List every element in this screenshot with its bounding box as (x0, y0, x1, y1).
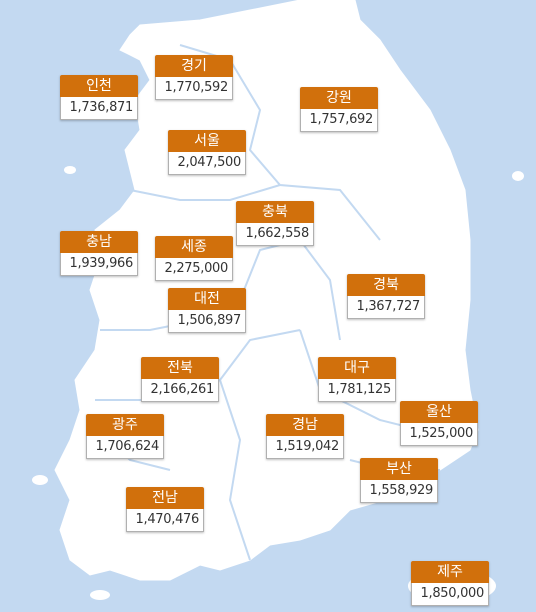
region-label: 대구 1,781,125 (318, 357, 396, 402)
region-value: 1,781,125 (318, 379, 396, 402)
island (90, 590, 110, 600)
region-name: 인천 (60, 75, 138, 97)
region-name: 전남 (126, 487, 204, 509)
region-name: 서울 (168, 130, 246, 152)
island (64, 166, 76, 174)
island (512, 171, 524, 181)
region-label: 대전 1,506,897 (168, 288, 246, 333)
region-name: 강원 (300, 87, 378, 109)
region-label: 강원 1,757,692 (300, 87, 378, 132)
region-name: 경남 (266, 414, 344, 436)
region-label: 전북 2,166,261 (141, 357, 219, 402)
region-name: 경북 (347, 274, 425, 296)
region-name: 대구 (318, 357, 396, 379)
region-value: 2,166,261 (141, 379, 219, 402)
region-value: 1,850,000 (411, 583, 489, 606)
region-label: 울산 1,525,000 (400, 401, 478, 446)
region-value: 1,558,929 (360, 480, 438, 503)
region-label: 인천 1,736,871 (60, 75, 138, 120)
region-label: 전남 1,470,476 (126, 487, 204, 532)
region-value: 1,525,000 (400, 423, 478, 446)
region-name: 부산 (360, 458, 438, 480)
region-value: 1,470,476 (126, 509, 204, 532)
region-value: 1,506,897 (168, 310, 246, 333)
region-label: 서울 2,047,500 (168, 130, 246, 175)
region-name: 세종 (155, 236, 233, 258)
region-label: 세종 2,275,000 (155, 236, 233, 281)
region-name: 제주 (411, 561, 489, 583)
region-label: 제주 1,850,000 (411, 561, 489, 606)
region-label: 광주 1,706,624 (86, 414, 164, 459)
region-name: 전북 (141, 357, 219, 379)
region-name: 경기 (155, 55, 233, 77)
region-value: 1,706,624 (86, 436, 164, 459)
region-value: 1,757,692 (300, 109, 378, 132)
region-label: 부산 1,558,929 (360, 458, 438, 503)
region-name: 충북 (236, 201, 314, 223)
region-value: 2,275,000 (155, 258, 233, 281)
region-label: 충남 1,939,966 (60, 231, 138, 276)
region-value: 1,939,966 (60, 253, 138, 276)
region-name: 울산 (400, 401, 478, 423)
region-value: 1,519,042 (266, 436, 344, 459)
region-label: 경북 1,367,727 (347, 274, 425, 319)
region-value: 2,047,500 (168, 152, 246, 175)
region-label: 경남 1,519,042 (266, 414, 344, 459)
region-name: 광주 (86, 414, 164, 436)
region-label: 충북 1,662,558 (236, 201, 314, 246)
region-value: 1,770,592 (155, 77, 233, 100)
island (32, 475, 48, 485)
region-name: 충남 (60, 231, 138, 253)
region-value: 1,367,727 (347, 296, 425, 319)
region-value: 1,736,871 (60, 97, 138, 120)
region-value: 1,662,558 (236, 223, 314, 246)
region-name: 대전 (168, 288, 246, 310)
region-label: 경기 1,770,592 (155, 55, 233, 100)
